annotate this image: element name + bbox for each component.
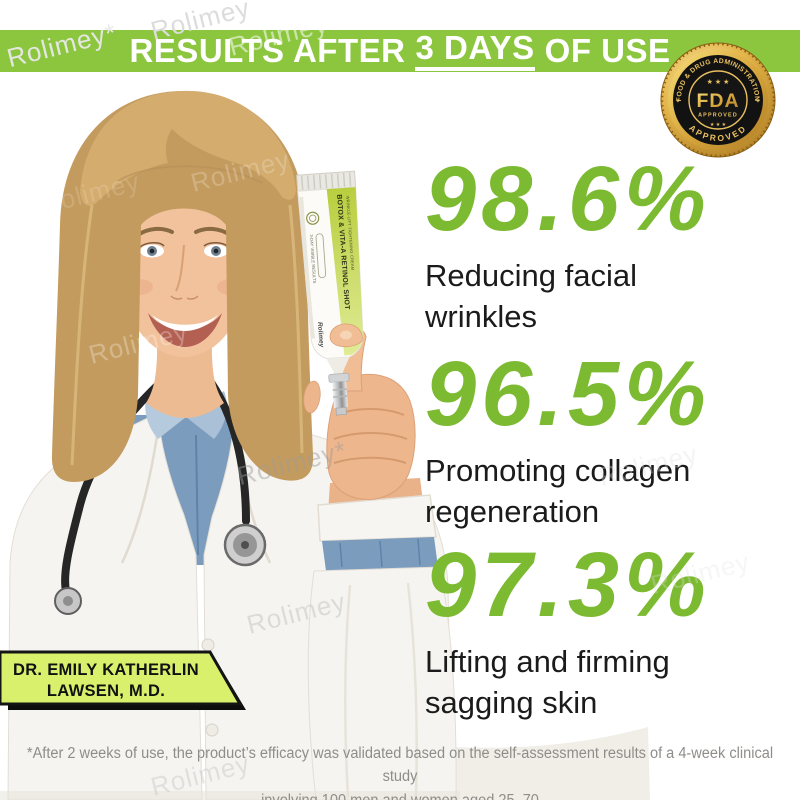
banner-title-highlight: 3 DAYS	[415, 31, 535, 71]
badge-center-subtext: APPROVED	[698, 113, 738, 119]
banner-title-prefix: RESULTS AFTER	[129, 32, 406, 69]
stat-label: Reducing facial wrinkles	[425, 257, 637, 334]
stat-block-wrinkles: 98.6% Reducing facial wrinkles	[425, 148, 711, 337]
stat-block-lifting: 97.3% Lifting and firming sagging skin	[425, 534, 711, 723]
stat-label: Lifting and firming sagging skin	[425, 643, 670, 720]
badge-stars-top-icon: ★ ★ ★	[707, 78, 730, 86]
name-tag-plate	[0, 650, 243, 706]
stat-value: 98.6%	[425, 148, 711, 250]
tube-claim: 3-DAY VISIBLE RESULTS	[309, 234, 317, 284]
tube-shoulder	[326, 357, 350, 376]
header-banner: RESULTS AFTER 3 DAYS OF USE	[0, 30, 800, 72]
doctor-photo: BOTOX & VITA-A RETINOL SHOT WRINKLE-LIFT…	[0, 90, 650, 800]
stat-block-collagen: 96.5% Promoting collagen regeneration	[425, 343, 711, 532]
banner-title-suffix: OF USE	[544, 32, 671, 69]
stat-value: 97.3%	[425, 534, 711, 636]
tube-nozzle	[332, 381, 348, 409]
tube-name-line2: WRINKLE-LIFT TIGHTENING CREAM	[345, 196, 355, 271]
badge-serrated-edge	[660, 42, 776, 158]
fda-approved-badge: FOOD & DRUG ADMINISTRATION APPROVED ✦ ✦ …	[660, 42, 776, 158]
name-tag-line1: DR. EMILY KATHERLIN	[13, 661, 199, 679]
stat-value: 96.5%	[425, 343, 711, 445]
tube-brand: Rolimey	[316, 322, 325, 348]
product-tube: BOTOX & VITA-A RETINOL SHOT WRINKLE-LIFT…	[296, 170, 364, 416]
tube-stripe	[326, 187, 363, 356]
fingertips	[303, 323, 363, 414]
coat-cuff	[317, 494, 437, 542]
badge-star-left-icon: ✦	[675, 98, 681, 105]
coat-button	[205, 723, 219, 737]
shirt-cuff	[322, 537, 438, 571]
doctor-name-tag: DR. EMILY KATHERLIN LAWSEN, M.D.	[0, 650, 246, 710]
face	[120, 177, 248, 357]
tube-emblem-icon	[306, 211, 320, 225]
badge-center-text: FDA	[696, 90, 739, 112]
name-tag-line2: LAWSEN, M.D.	[47, 682, 165, 700]
disclaimer-text: *After 2 weeks of use, the product’s eff…	[26, 745, 774, 800]
hair	[51, 90, 314, 482]
badge-star-right-icon: ✦	[755, 98, 761, 105]
stat-label: Promoting collagen regeneration	[425, 452, 691, 529]
neck	[146, 333, 224, 418]
badge-stars-bottom-icon: ★ ★ ★	[710, 122, 727, 128]
tube-pill-outline	[315, 233, 327, 279]
